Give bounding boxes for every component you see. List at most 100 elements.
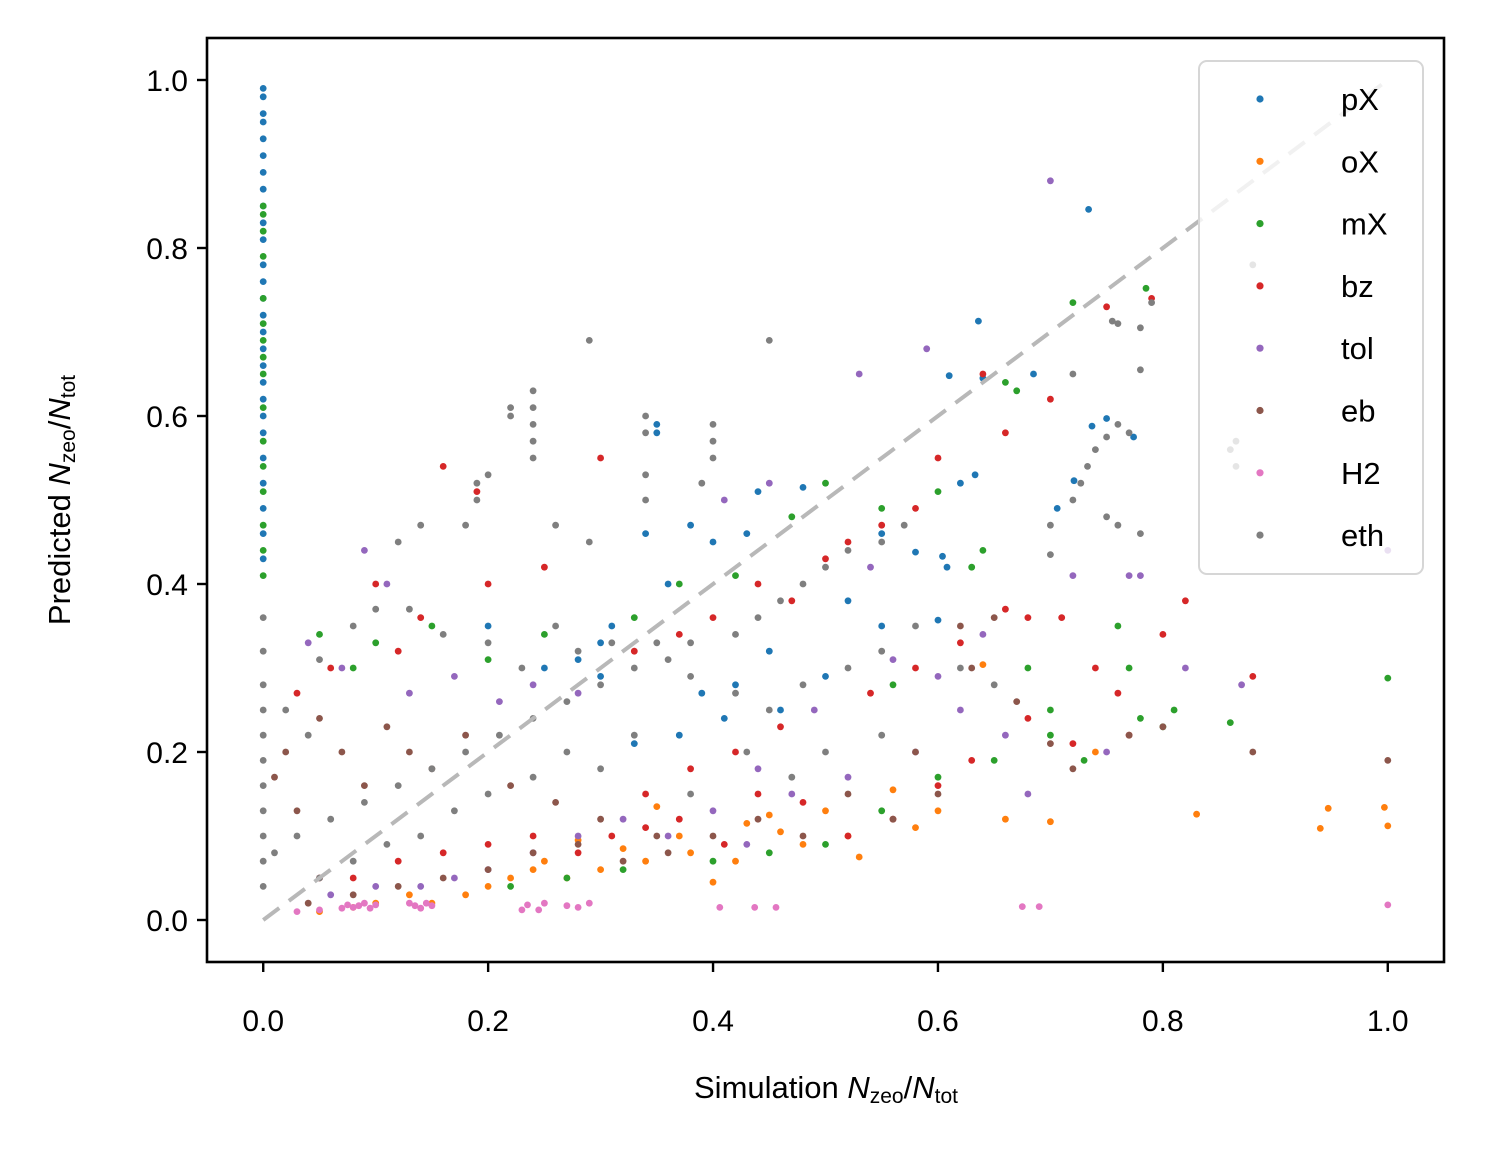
data-point <box>720 715 728 722</box>
data-point <box>1069 740 1077 747</box>
data-point <box>777 597 784 605</box>
data-point <box>608 832 616 840</box>
data-point <box>1384 901 1392 909</box>
data-point <box>653 421 661 428</box>
data-point <box>1249 673 1257 680</box>
data-point <box>1084 463 1091 470</box>
data-point <box>1182 664 1189 672</box>
data-point <box>743 820 751 827</box>
data-point <box>754 488 762 495</box>
data-point <box>1159 723 1167 731</box>
data-point <box>943 563 951 571</box>
data-point <box>878 807 886 815</box>
series-bz <box>293 295 1257 882</box>
data-point <box>372 580 380 588</box>
data-point <box>675 731 683 739</box>
data-point <box>439 463 447 470</box>
data-point <box>1103 513 1110 521</box>
data-point <box>529 681 537 689</box>
data-point <box>765 647 773 655</box>
data-point <box>563 902 571 910</box>
data-point <box>687 765 694 773</box>
data-point <box>1069 765 1077 773</box>
legend-marker-ox <box>1256 157 1264 165</box>
data-point <box>541 631 548 638</box>
data-point <box>957 664 964 672</box>
data-point <box>507 412 514 420</box>
data-point <box>259 547 267 554</box>
data-point <box>259 110 267 117</box>
data-point <box>372 639 380 647</box>
data-point <box>844 664 852 672</box>
data-point <box>535 906 543 914</box>
data-point <box>889 786 897 794</box>
data-point <box>975 317 982 325</box>
data-point <box>1103 433 1110 441</box>
data-point <box>529 454 537 462</box>
data-point <box>608 639 616 647</box>
data-point <box>574 656 582 663</box>
y-axis-label: Predicted Nzeo/Ntot <box>42 375 80 625</box>
data-point <box>765 337 773 344</box>
data-point <box>642 429 649 437</box>
data-point <box>912 505 919 512</box>
data-point <box>1092 664 1099 672</box>
data-point <box>259 530 267 537</box>
data-point <box>496 731 503 739</box>
data-point <box>383 580 391 588</box>
data-point <box>259 379 267 386</box>
data-point <box>687 673 694 680</box>
data-point <box>1103 303 1110 311</box>
data-point <box>777 723 784 731</box>
data-point <box>788 597 796 605</box>
data-point <box>971 471 979 479</box>
data-point <box>394 538 402 546</box>
data-point <box>732 631 739 638</box>
data-point <box>934 673 942 680</box>
data-point <box>675 631 683 638</box>
data-point <box>912 748 919 756</box>
data-point <box>1018 903 1026 910</box>
data-point <box>1103 415 1110 422</box>
data-point <box>1024 715 1032 722</box>
data-point <box>1077 479 1085 487</box>
data-point <box>529 421 537 428</box>
data-point <box>1053 505 1061 512</box>
data-point <box>394 782 402 789</box>
data-point <box>428 902 436 910</box>
data-point <box>1030 370 1037 378</box>
data-point <box>743 841 751 848</box>
data-point <box>259 362 267 369</box>
data-point <box>259 505 267 512</box>
legend-marker-px <box>1256 95 1264 103</box>
data-point <box>1114 622 1122 630</box>
data-point <box>1002 605 1009 613</box>
data-point <box>338 904 346 912</box>
data-point <box>563 748 571 756</box>
data-point <box>979 661 987 668</box>
data-point <box>1384 822 1392 830</box>
data-point <box>754 790 762 798</box>
data-point <box>383 841 391 848</box>
data-point <box>945 372 953 380</box>
data-point <box>406 748 413 756</box>
data-point <box>810 706 818 714</box>
data-point <box>664 832 672 840</box>
data-point <box>585 899 593 907</box>
data-point <box>788 790 796 798</box>
data-point <box>1238 681 1245 689</box>
data-point <box>1047 818 1054 826</box>
data-point <box>484 841 492 848</box>
data-point <box>878 647 886 655</box>
data-point <box>743 530 751 537</box>
data-point <box>844 790 852 798</box>
data-point <box>259 412 267 420</box>
x-tick-label: 0.4 <box>692 1005 734 1038</box>
data-point <box>912 622 919 630</box>
data-point <box>259 261 267 269</box>
data-point <box>1085 206 1092 213</box>
data-point <box>788 513 796 521</box>
data-point <box>1035 903 1043 910</box>
data-point <box>642 790 649 798</box>
